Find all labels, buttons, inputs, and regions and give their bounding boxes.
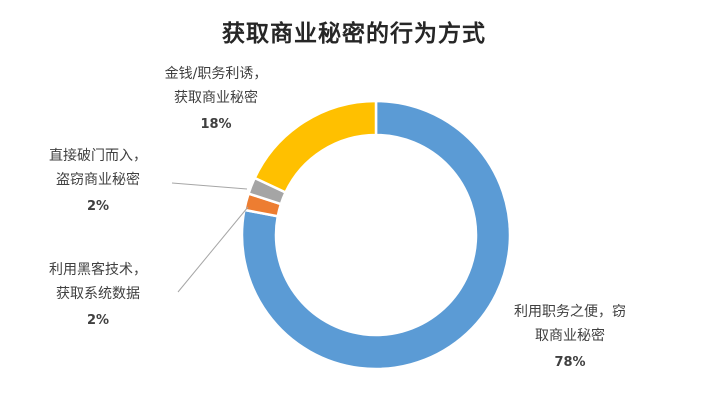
slice-percent-label: 18% — [200, 117, 231, 132]
slice-percent-label: 2% — [87, 313, 109, 328]
slice-label: 获取系统数据 — [56, 286, 140, 302]
leader-line — [177, 206, 249, 293]
donut-slice — [240, 99, 512, 371]
chart-title: 获取商业秘密的行为方式 — [222, 20, 486, 47]
slice-label: 利用黑客技术， — [49, 261, 147, 278]
donut-slices — [240, 99, 512, 371]
donut-slice — [253, 99, 378, 195]
slice-label: 利用职务之便，窃 — [514, 304, 626, 320]
leader-lines — [171, 182, 249, 293]
slice-label: 金钱/职务利诱， — [165, 66, 268, 82]
slice-label: 直接破门而入， — [49, 147, 147, 164]
slice-percent-label: 78% — [554, 355, 585, 370]
slice-label: 取商业秘密 — [535, 327, 605, 344]
slice-label: 获取商业秘密 — [174, 89, 258, 106]
slice-percent-label: 2% — [87, 199, 109, 214]
slice-label: 盗窃商业秘密 — [56, 171, 140, 188]
leader-line — [171, 182, 248, 190]
